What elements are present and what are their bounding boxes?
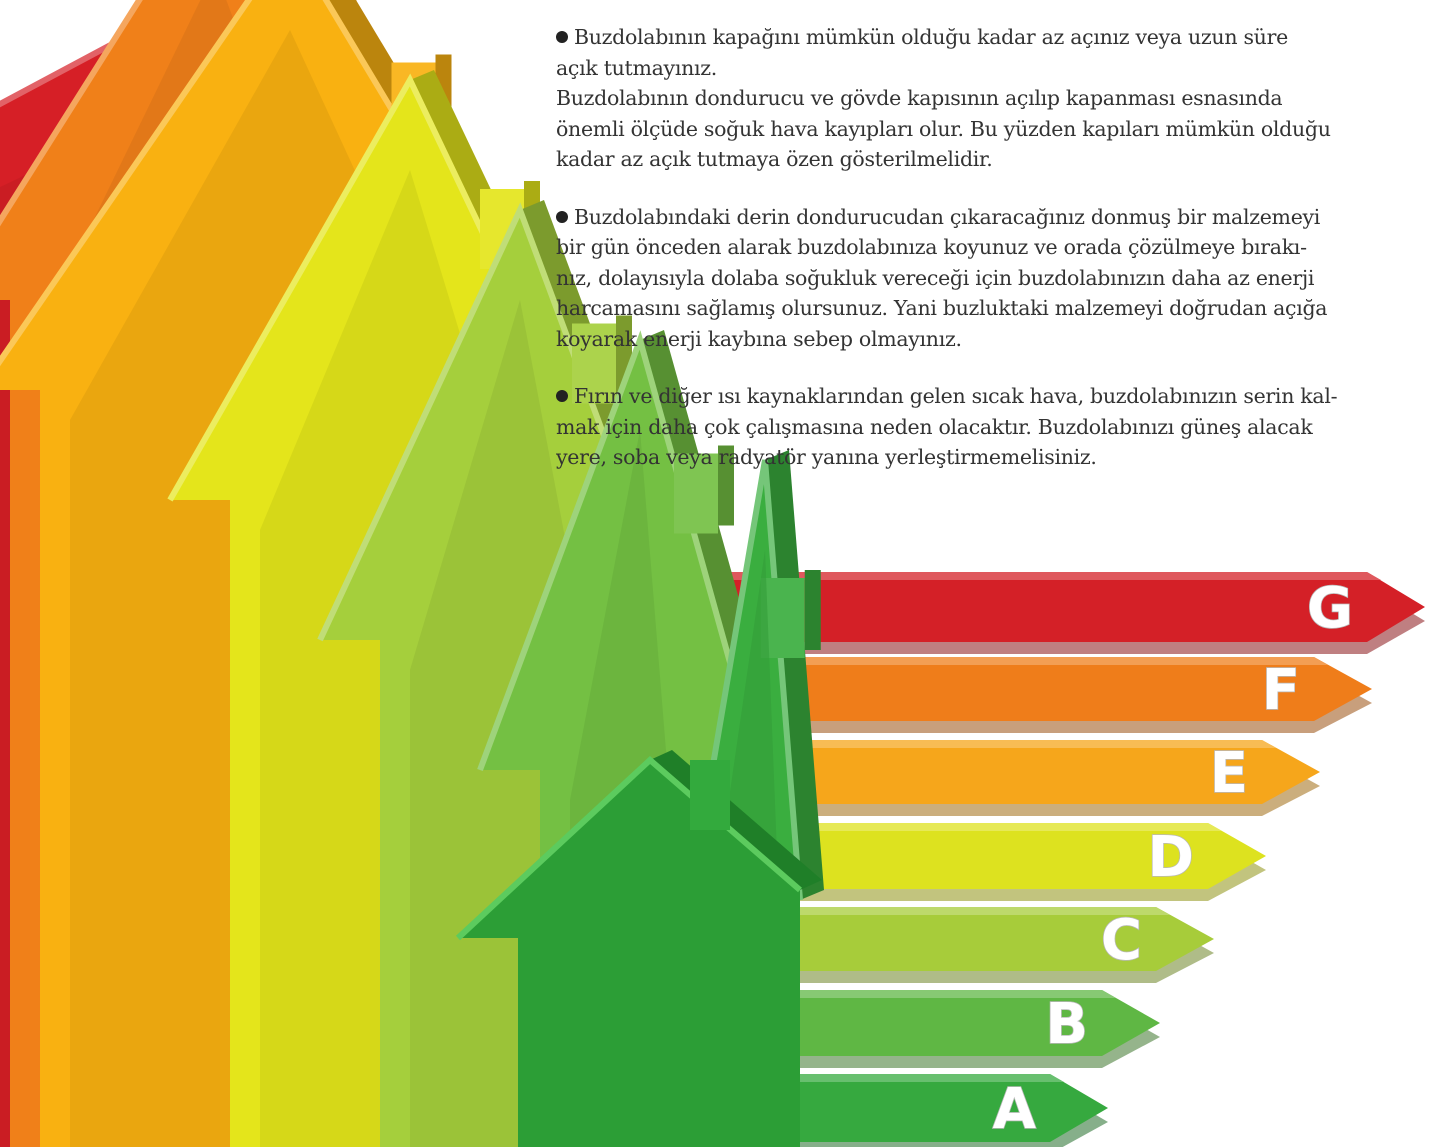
article-text: Buzdolabının kapağını mümkün olduğu kada… — [556, 22, 1429, 500]
text-line-content: nız, dolayısıyla dolaba soğukluk vereceğ… — [556, 265, 1315, 290]
house-roof-edge — [477, 330, 763, 772]
text-line-content: kadar az açık tutmaya özen gösterilmelid… — [556, 147, 993, 171]
paragraph: Fırın ve diğer ısı kaynaklarından gelen … — [556, 381, 1429, 473]
front-green-house — [455, 750, 822, 1147]
front-house-face — [458, 760, 800, 1147]
text-line-content: Buzdolabındaki derin dondurucudan çıkara… — [574, 204, 1321, 229]
house-chimney — [674, 453, 718, 534]
energy-houses — [0, 0, 824, 1147]
house-chimney — [572, 323, 616, 404]
text-line: Buzdolabının dondurucu ve gövde kapısını… — [556, 83, 1429, 114]
text-line-content: Buzdolabının dondurucu ve gövde kapısını… — [556, 86, 1283, 110]
bullet-icon — [556, 390, 568, 402]
front-house-roof-edge — [455, 755, 802, 941]
grade-letter: B — [1045, 992, 1088, 1057]
bullet-icon — [556, 31, 568, 43]
text-line-content: yere, soba veya radyatör yanına yerleşti… — [556, 445, 1097, 469]
bullet-icon — [556, 210, 568, 223]
text-line: açık tutmayınız. — [556, 53, 1429, 84]
text-line: yere, soba veya radyatör yanına yerleşti… — [556, 442, 1429, 473]
text-line: mak için daha çok çalışmasına neden olac… — [556, 412, 1429, 443]
grade-letter: D — [1148, 825, 1194, 890]
text-line: nız, dolayısıyla dolaba soğukluk vereceğ… — [556, 263, 1429, 294]
text-line: Buzdolabındaki derin dondurucudan çıkara… — [556, 202, 1429, 233]
text-line-content: harcamasını sağlamış olursunuz. Yani buz… — [556, 296, 1328, 320]
grade-letter: A — [993, 1077, 1037, 1142]
house-chimney-side — [804, 570, 821, 650]
house-roof-side — [765, 450, 824, 900]
grade-letter: G — [1307, 576, 1353, 641]
text-line-content: koyarak enerji kaybına sebep olmayınız. — [556, 326, 962, 351]
text-line: koyarak enerji kaybına sebep olmayınız. — [556, 324, 1429, 355]
text-line: kadar az açık tutmaya özen gösterilmelid… — [556, 144, 1429, 175]
front-house-chimney — [690, 760, 730, 830]
text-line-content: önemli ölçüde soğuk hava kayıpları olur.… — [556, 116, 1331, 141]
grade-letter: C — [1101, 908, 1142, 973]
text-line-content: Fırın ve diğer ısı kaynaklarından gelen … — [574, 384, 1338, 408]
house-roof-edge — [687, 459, 803, 901]
grade-letter: E — [1210, 741, 1248, 806]
text-line: önemli ölçüde soğuk hava kayıpları olur.… — [556, 114, 1429, 145]
paragraph: Buzdolabının kapağını mümkün olduğu kada… — [556, 22, 1429, 175]
house-chimney-side — [718, 445, 734, 526]
paragraph: Buzdolabındaki derin dondurucudan çıkara… — [556, 202, 1429, 355]
text-line: harcamasını sağlamış olursunuz. Yani buz… — [556, 293, 1429, 324]
text-line: Buzdolabının kapağını mümkün olduğu kada… — [556, 22, 1429, 53]
text-line-content: mak için daha çok çalışmasına neden olac… — [556, 414, 1313, 439]
text-line-content: açık tutmayınız. — [556, 55, 717, 80]
text-line: bir gün önceden alarak buzdolabınıza koy… — [556, 232, 1429, 263]
text-line-content: bir gün önceden alarak buzdolabınıza koy… — [556, 235, 1307, 259]
text-line-content: Buzdolabının kapağını mümkün olduğu kada… — [574, 25, 1288, 49]
grade-letter: F — [1262, 658, 1300, 723]
text-line: Fırın ve diğer ısı kaynaklarından gelen … — [556, 381, 1429, 412]
